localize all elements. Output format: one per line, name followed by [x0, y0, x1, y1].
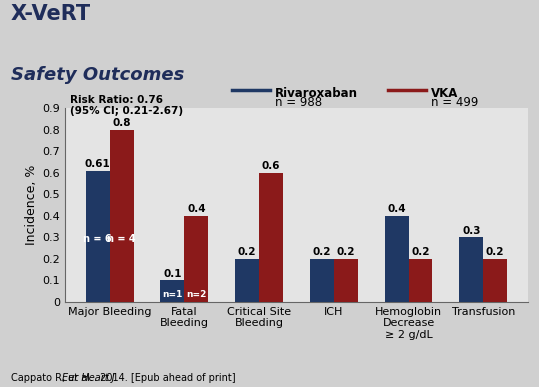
Bar — [235, 259, 259, 302]
Bar — [109, 130, 134, 302]
Bar — [459, 237, 483, 302]
Bar — [86, 171, 109, 302]
Bar — [310, 259, 334, 302]
Text: 0.4: 0.4 — [387, 204, 406, 214]
Bar — [161, 280, 184, 302]
Text: n = 4: n = 4 — [107, 234, 136, 244]
Text: 0.3: 0.3 — [462, 226, 481, 236]
Text: n=2: n=2 — [186, 289, 206, 299]
Text: . 2014. [Epub ahead of print]: . 2014. [Epub ahead of print] — [94, 373, 236, 383]
Bar — [385, 216, 409, 302]
Text: Cappato R, et al.: Cappato R, et al. — [11, 373, 96, 383]
Text: Eur Heart J: Eur Heart J — [62, 373, 115, 383]
Text: n = 6: n = 6 — [84, 234, 112, 244]
Text: 0.1: 0.1 — [163, 269, 182, 279]
Text: n = 499: n = 499 — [431, 96, 479, 109]
Bar — [409, 259, 432, 302]
Bar — [259, 173, 283, 302]
Text: 0.2: 0.2 — [336, 247, 355, 257]
Text: Rivaroxaban: Rivaroxaban — [275, 87, 358, 100]
Text: 0.2: 0.2 — [486, 247, 505, 257]
Bar — [184, 216, 208, 302]
Text: 0.2: 0.2 — [411, 247, 430, 257]
Text: n=1: n=1 — [162, 289, 183, 299]
Y-axis label: Incidence, %: Incidence, % — [25, 165, 38, 245]
Text: X-VeRT: X-VeRT — [11, 4, 91, 24]
Text: 0.8: 0.8 — [112, 118, 131, 128]
Bar — [483, 259, 507, 302]
Bar — [334, 259, 358, 302]
Text: 0.6: 0.6 — [262, 161, 280, 171]
Text: 0.4: 0.4 — [187, 204, 206, 214]
Text: 0.2: 0.2 — [313, 247, 331, 257]
Text: 0.61: 0.61 — [85, 159, 110, 169]
Text: n = 988: n = 988 — [275, 96, 322, 109]
Text: 0.2: 0.2 — [238, 247, 257, 257]
Text: Risk Ratio: 0.76
(95% CI; 0.21-2.67): Risk Ratio: 0.76 (95% CI; 0.21-2.67) — [70, 95, 183, 116]
Text: Safety Outcomes: Safety Outcomes — [11, 66, 184, 84]
Text: VKA: VKA — [431, 87, 459, 100]
